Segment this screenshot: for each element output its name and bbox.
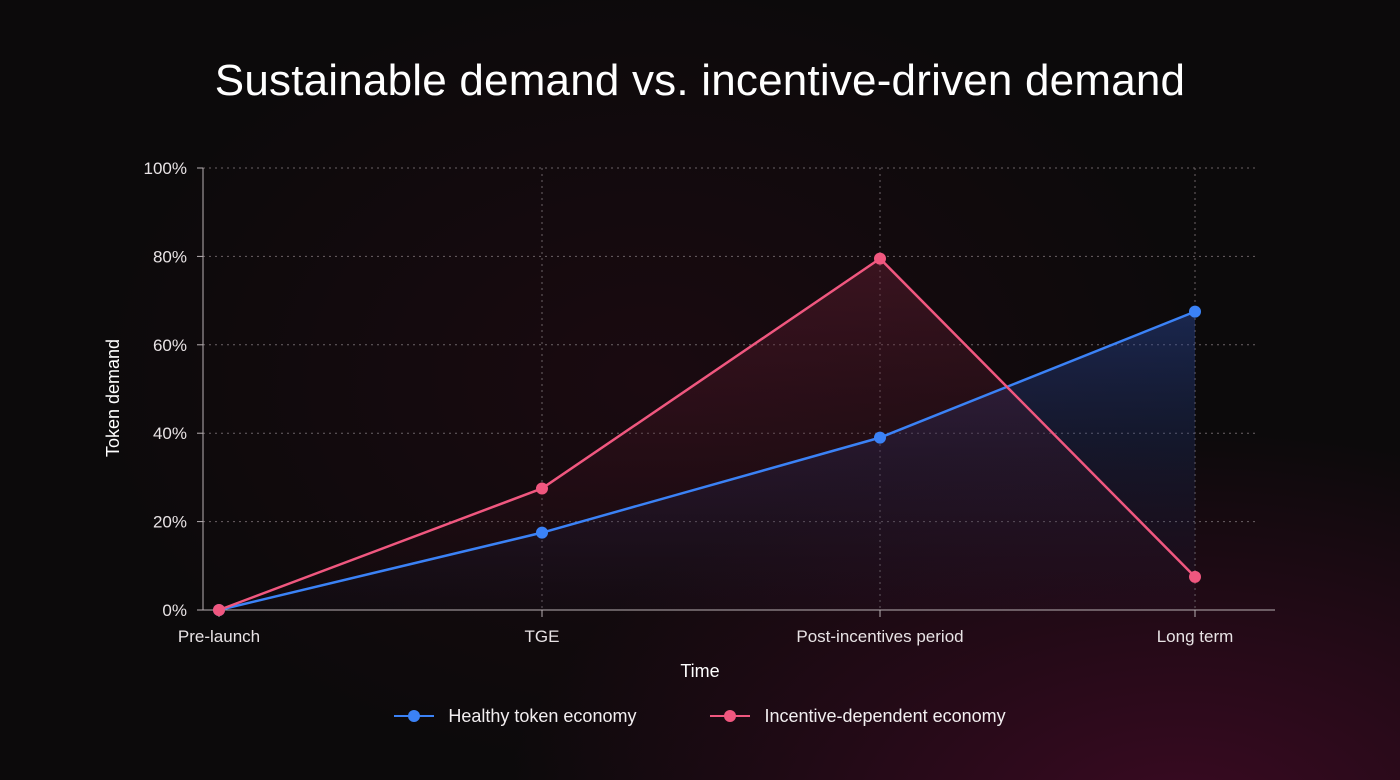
y-tick-label: 0% bbox=[162, 601, 187, 620]
y-tick-label: 100% bbox=[144, 159, 187, 178]
x-tick-label: Pre-launch bbox=[178, 627, 260, 646]
legend-label-healthy: Healthy token economy bbox=[448, 705, 637, 726]
series-lines bbox=[218, 257, 1196, 612]
legend-item-incentive: Incentive-dependent economy bbox=[710, 702, 1006, 730]
y-tick-label: 20% bbox=[153, 513, 187, 532]
legend-dot-incentive bbox=[724, 710, 737, 722]
legend-item-healthy: Healthy token economy bbox=[394, 702, 636, 730]
x-axis-title: Time bbox=[680, 661, 719, 681]
legend-label-incentive: Incentive-dependent economy bbox=[764, 705, 1006, 726]
chart-title: Sustainable demand vs. incentive-driven … bbox=[214, 56, 1186, 105]
x-tick-label: TGE bbox=[525, 627, 560, 646]
series-line-incentive bbox=[218, 257, 1196, 612]
x-tick-label: Post-incentives period bbox=[796, 627, 963, 646]
series-line-healthy bbox=[218, 310, 1196, 612]
legend-swatch-incentive bbox=[710, 702, 751, 730]
grid bbox=[203, 167, 1258, 610]
legend: Healthy token economy Incentive-dependen… bbox=[0, 702, 1400, 730]
data-point-incentive bbox=[874, 252, 886, 265]
y-tick-label: 60% bbox=[153, 336, 187, 355]
legend-swatch-healthy bbox=[394, 702, 435, 730]
data-point-healthy bbox=[1189, 305, 1201, 318]
x-tick-label: Long term bbox=[1157, 627, 1234, 646]
data-point-incentive bbox=[213, 604, 225, 616]
tick-labels: 0% 20% 40% 60% 80% 100% Pre-launch TGE Post-ince… bbox=[144, 159, 1234, 646]
data-point-incentive bbox=[536, 482, 548, 495]
series-points bbox=[213, 252, 1201, 616]
y-axis-title: Token demand bbox=[103, 339, 123, 457]
data-point-healthy bbox=[536, 526, 548, 539]
data-point-incentive bbox=[1189, 570, 1201, 583]
legend-dot-healthy bbox=[408, 710, 421, 722]
series-areas bbox=[219, 258, 1195, 610]
data-point-healthy bbox=[874, 431, 886, 444]
y-tick-label: 40% bbox=[153, 424, 187, 443]
y-tick-label: 80% bbox=[153, 247, 187, 266]
series-area-incentive bbox=[219, 258, 1195, 610]
